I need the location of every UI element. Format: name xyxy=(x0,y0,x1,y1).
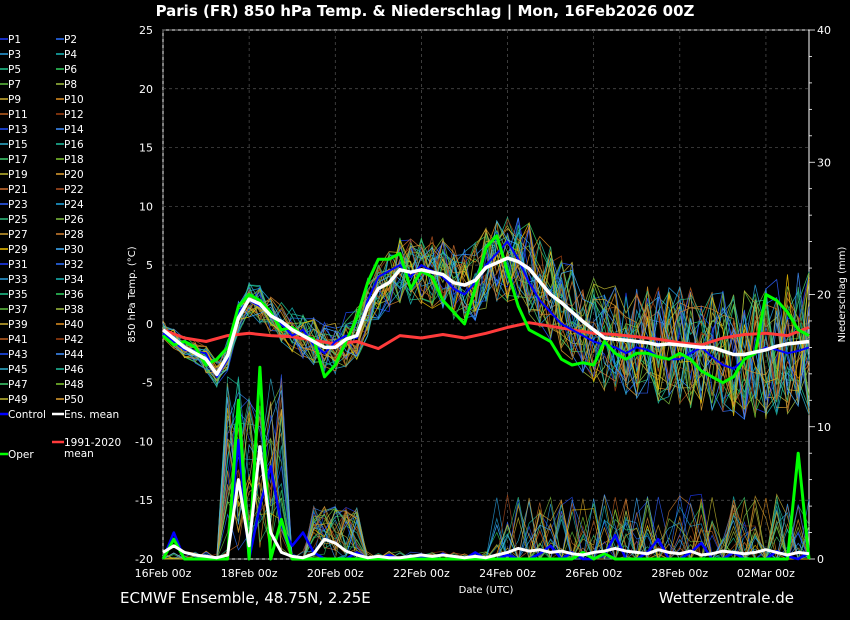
x-tick-label: 20Feb 00z xyxy=(307,567,364,580)
legend-label: P21 xyxy=(8,184,28,196)
y-tick-label: -10 xyxy=(135,435,153,448)
ensemble-member-temp-line xyxy=(162,221,810,417)
legend-label: P31 xyxy=(8,259,28,271)
ensemble-member-temp-line xyxy=(162,238,810,406)
legend-label: P18 xyxy=(64,154,84,166)
ens-mean-precip-line xyxy=(162,445,810,560)
y-tick-label: 0 xyxy=(146,318,153,331)
legend-label: P26 xyxy=(64,214,84,226)
legend-label: P37 xyxy=(8,304,28,316)
y2-tick-label: 10 xyxy=(817,421,831,434)
ens-mean-temp-line xyxy=(161,256,810,377)
model-info: ECMWF Ensemble, 48.75N, 2.25E xyxy=(120,589,371,607)
legend-label: P6 xyxy=(64,64,77,76)
legend-label: P42 xyxy=(64,334,84,346)
legend-label: P9 xyxy=(8,94,21,106)
legend-label: P22 xyxy=(64,184,84,196)
y2-tick-label: 0 xyxy=(817,553,824,566)
legend-label: P44 xyxy=(64,349,84,361)
control-temp-line xyxy=(162,240,810,378)
y2-tick-label: 30 xyxy=(817,156,831,169)
ensemble-member-temp-line xyxy=(162,228,810,406)
legend-label: P4 xyxy=(64,49,77,61)
y-tick-label: 15 xyxy=(139,142,153,155)
legend-label-control: Control xyxy=(8,409,46,421)
legend-label: P13 xyxy=(8,124,28,136)
ensemble-member-temp-line xyxy=(162,232,810,410)
legend-label: P34 xyxy=(64,274,84,286)
legend-label: P1 xyxy=(8,34,21,46)
x-tick-label: 24Feb 00z xyxy=(479,567,536,580)
legend-label: P20 xyxy=(64,169,84,181)
legend-label: P23 xyxy=(8,199,28,211)
x-tick-label: 26Feb 00z xyxy=(565,567,622,580)
y2-axis-label: Niederschlag (mm) xyxy=(837,247,848,343)
y-tick-label: -20 xyxy=(135,553,153,566)
legend-label: P39 xyxy=(8,319,28,331)
legend-label: P30 xyxy=(64,244,84,256)
legend-label: P28 xyxy=(64,229,84,241)
legend-label: P36 xyxy=(64,289,84,301)
chart-title: Paris (FR) 850 hPa Temp. & Niederschlag … xyxy=(155,2,695,20)
y-tick-label: 20 xyxy=(139,83,153,96)
y-tick-label: 25 xyxy=(139,24,153,37)
legend-label-oper: Oper xyxy=(8,449,34,461)
legend-label: P40 xyxy=(64,319,84,331)
legend-label: P2 xyxy=(64,34,77,46)
y2-tick-label: 40 xyxy=(817,24,831,37)
legend-label: P16 xyxy=(64,139,84,151)
legend-label: P11 xyxy=(8,109,28,121)
y-tick-label: -15 xyxy=(135,494,153,507)
legend-label: P29 xyxy=(8,244,28,256)
legend-label: P35 xyxy=(8,289,28,301)
legend-label: P15 xyxy=(8,139,28,151)
legend-label: P12 xyxy=(64,109,84,121)
legend-label: P38 xyxy=(64,304,84,316)
legend-label-climate-mean: 1991-2020 mean xyxy=(64,437,121,460)
legend-label: P3 xyxy=(8,49,21,61)
x-tick-label: 28Feb 00z xyxy=(651,567,708,580)
legend-label: P25 xyxy=(8,214,28,226)
legend-label: P32 xyxy=(64,259,84,271)
legend-label: P10 xyxy=(64,94,84,106)
legend-label: P47 xyxy=(8,379,28,391)
legend-label: P48 xyxy=(64,379,84,391)
legend-label: P19 xyxy=(8,169,28,181)
legend-label: P24 xyxy=(64,199,84,211)
legend-label-ens-mean: Ens. mean xyxy=(64,409,119,421)
legend-label: P33 xyxy=(8,274,28,286)
y-axis-label: 850 hPa Temp. (°C) xyxy=(127,246,138,342)
legend-label: P8 xyxy=(64,79,77,91)
legend-label: P14 xyxy=(64,124,84,136)
legend-label: P7 xyxy=(8,79,21,91)
x-tick-label: 18Feb 00z xyxy=(221,567,278,580)
y-tick-label: 5 xyxy=(146,259,153,272)
x-tick-label: 16Feb 00z xyxy=(135,567,192,580)
legend-label: P46 xyxy=(64,364,84,376)
y-tick-label: -5 xyxy=(142,377,153,390)
x-tick-label: 22Feb 00z xyxy=(393,567,450,580)
y2-tick-label: 20 xyxy=(817,289,831,302)
x-tick-label: 02Mar 00z xyxy=(737,567,795,580)
legend-label: P5 xyxy=(8,64,21,76)
legend-label: P41 xyxy=(8,334,28,346)
legend-label: P50 xyxy=(64,394,84,406)
climate-mean-line xyxy=(162,321,810,351)
oper-temp-line xyxy=(162,234,810,385)
y-tick-label: 10 xyxy=(139,200,153,213)
legend-label: P43 xyxy=(8,349,28,361)
legend-label: P27 xyxy=(8,229,28,241)
legend-label: P45 xyxy=(8,364,28,376)
x-axis-label: Date (UTC) xyxy=(459,585,514,596)
source-credit: Wetterzentrale.de xyxy=(658,589,794,607)
legend-label: P49 xyxy=(8,394,28,406)
legend-label: P17 xyxy=(8,154,28,166)
